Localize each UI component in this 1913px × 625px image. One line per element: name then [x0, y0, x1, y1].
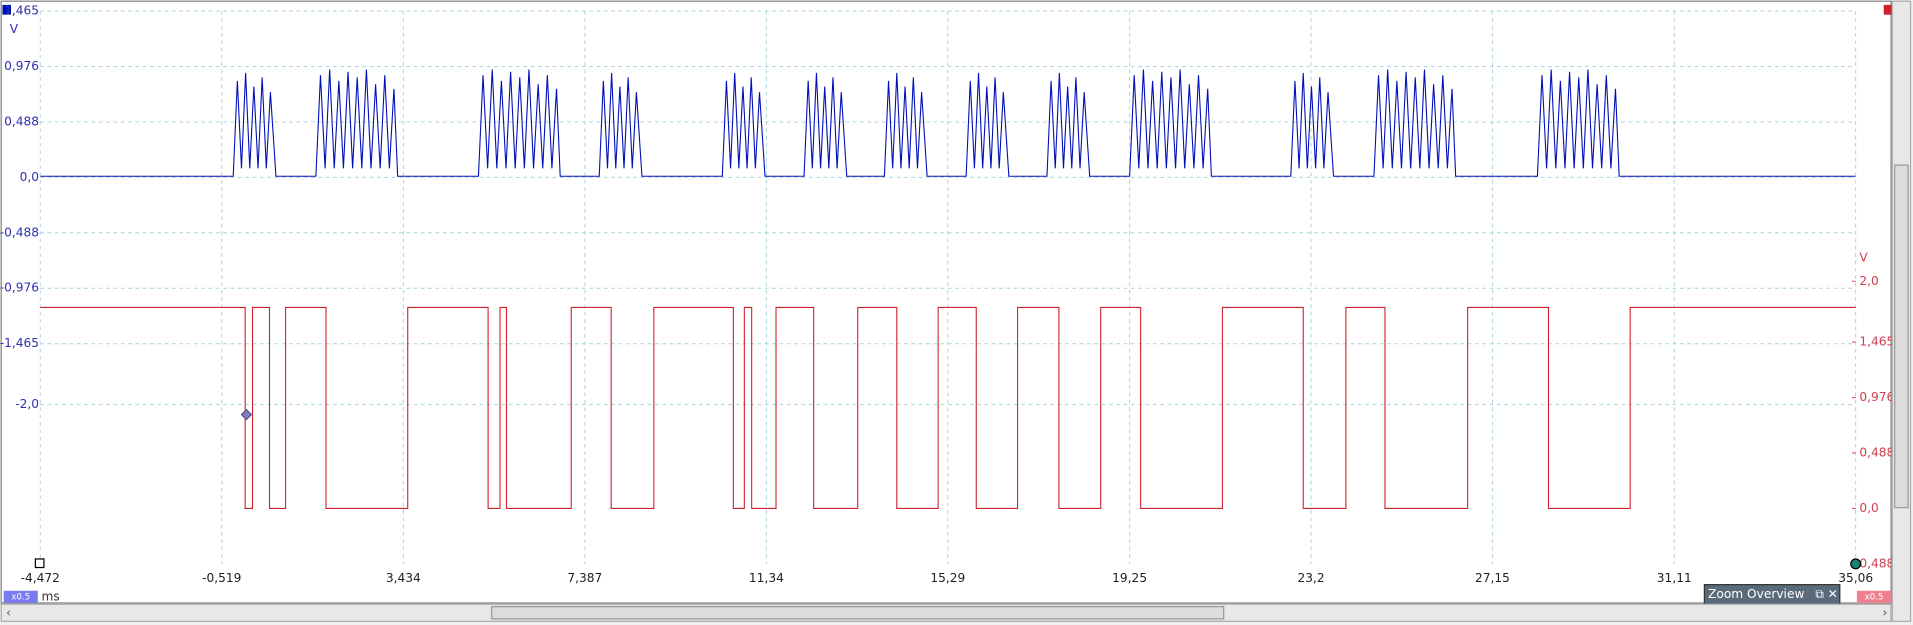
- trace: [40, 69, 1856, 177]
- channel-a-flag: [2, 4, 11, 15]
- y-unit: V: [10, 22, 19, 36]
- y-tick-label: -0,488: [0, 225, 39, 239]
- cursor-marker[interactable]: [240, 408, 253, 421]
- x-tick-label: 31,11: [1657, 571, 1692, 585]
- y2-tick-label: 0,488: [1859, 556, 1894, 570]
- x-tick-label: 11,34: [749, 571, 784, 585]
- v-scroll-thumb[interactable]: [1894, 164, 1909, 509]
- x-tick-label: 7,387: [567, 571, 602, 585]
- x-scale-left-box[interactable]: [3, 590, 38, 603]
- y-tick-label: -2,0: [15, 397, 39, 411]
- y-tick-label: 0,488: [4, 114, 39, 128]
- trace: [40, 306, 1856, 509]
- trace-layer: [40, 69, 1856, 509]
- h-scroll-thumb[interactable]: [491, 606, 1225, 620]
- y2-unit: V: [1859, 251, 1868, 265]
- x-tick-label: 3,434: [386, 571, 421, 585]
- x-scale-right[interactable]: x0.5: [1865, 592, 1884, 602]
- x-tick-label: 23,2: [1297, 571, 1324, 585]
- y-tick-label: -1,465: [0, 336, 39, 350]
- y2-tick-label: 0,976: [1859, 390, 1894, 404]
- label-layer: -4,472 -0,519 3,434 7,387 11,34 15,29 19,25 23,…: [0, 3, 1894, 585]
- zoom-close[interactable]: ✕: [1828, 587, 1838, 601]
- channel-b-flag: [1883, 4, 1893, 15]
- x-tick-label: -0,519: [202, 571, 241, 585]
- plot-panel: [0, 0, 1892, 604]
- y2-tick-label: 1,465: [1859, 335, 1894, 349]
- y2-tick-label: 2,0: [1859, 274, 1878, 288]
- grid-layer: [39, 10, 1857, 565]
- scroll-left[interactable]: ‹: [6, 605, 11, 619]
- zoom-panel-title: Zoom Overview: [1708, 587, 1804, 601]
- y2-tick-label: 0,488: [1859, 445, 1894, 459]
- y-tick-label: -0,976: [0, 281, 39, 295]
- x-tick-label: -4,472: [21, 571, 60, 585]
- x-scale-left[interactable]: x0.5: [11, 592, 30, 602]
- y-tick-label: 0,976: [4, 59, 39, 73]
- start-marker[interactable]: [34, 558, 45, 569]
- x-tick-label: 35,06: [1838, 571, 1873, 585]
- y2-tick-label: 0,0: [1859, 501, 1878, 515]
- x-scale-right-box[interactable]: [1856, 590, 1892, 603]
- x-tick-label: 19,25: [1112, 571, 1147, 585]
- end-marker[interactable]: [1850, 558, 1862, 570]
- scroll-right[interactable]: ›: [1882, 605, 1887, 619]
- x-unit: ms: [41, 589, 59, 603]
- zoom-restore[interactable]: ⧉: [1815, 587, 1824, 601]
- y-tick-label: 1,465: [4, 3, 39, 17]
- y-tick-label: 0,0: [20, 170, 39, 184]
- x-tick-label: 15,29: [930, 571, 965, 585]
- x-tick-label: 27,15: [1475, 571, 1510, 585]
